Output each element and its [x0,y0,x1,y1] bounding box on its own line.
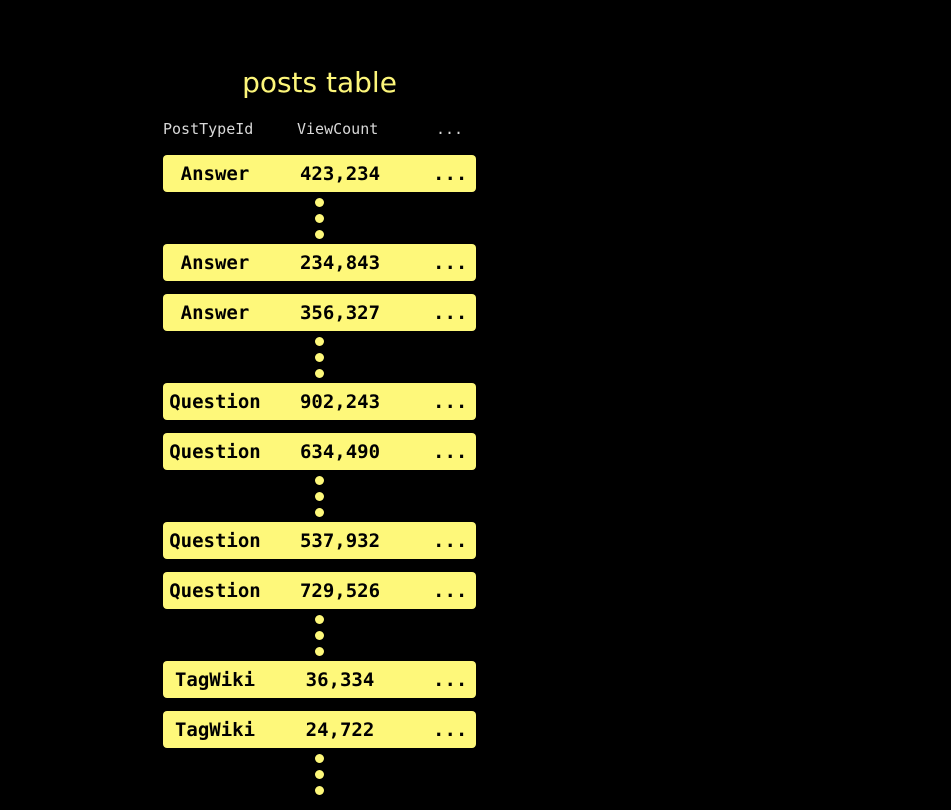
ellipsis-dot [315,369,324,378]
view-count-cell: 36,334 [305,669,375,691]
post-type-cell: Answer [180,302,250,324]
more-cell: ... [433,580,468,602]
table-row: Answer 356,327... [163,294,476,331]
more-cell: ... [433,441,468,463]
table-row: Question 729,526... [163,572,476,609]
table-row: Answer 423,234... [163,155,476,192]
table-row: Answer 234,843... [163,244,476,281]
more-cell: ... [433,530,468,552]
ellipsis-dot [315,198,324,207]
post-type-cell: TagWiki [174,719,256,741]
ellipsis-dot [315,214,324,223]
ellipsis-dot [315,492,324,501]
table-row: TagWiki 36,334... [163,661,476,698]
post-type-cell: Question [169,530,261,552]
more-cell: ... [433,391,468,413]
column-header-more: ... [436,120,464,138]
ellipsis-dot [315,353,324,362]
ellipsis-dot [315,476,324,485]
more-cell: ... [433,719,468,741]
post-type-cell: TagWiki [174,669,256,691]
diagram-title: posts table [242,66,397,99]
post-type-cell: Answer [180,163,250,185]
post-type-cell: Question [169,441,261,463]
ellipsis-dot [315,230,324,239]
ellipsis-dot [315,770,324,779]
more-cell: ... [433,163,468,185]
more-cell: ... [433,302,468,324]
ellipsis-dot [315,754,324,763]
ellipsis-dot [315,337,324,346]
ellipsis-dot [315,615,324,624]
ellipsis-dot [315,508,324,517]
more-cell: ... [433,252,468,274]
view-count-cell: 729,526 [299,580,381,602]
post-type-cell: Question [169,391,261,413]
post-type-cell: Question [169,580,261,602]
view-count-cell: 902,243 [299,391,381,413]
table-row: Question 902,243... [163,383,476,420]
table-row: TagWiki 24,722... [163,711,476,748]
view-count-cell: 234,843 [299,252,381,274]
view-count-cell: 356,327 [299,302,381,324]
view-count-cell: 537,932 [299,530,381,552]
table-row: Question 634,490... [163,433,476,470]
view-count-cell: 423,234 [299,163,381,185]
column-header-viewcount: ViewCount [297,120,379,138]
ellipsis-dot [315,631,324,640]
post-type-cell: Answer [180,252,250,274]
ellipsis-dot [315,786,324,795]
view-count-cell: 24,722 [305,719,375,741]
view-count-cell: 634,490 [299,441,381,463]
more-cell: ... [433,669,468,691]
ellipsis-dot [315,647,324,656]
table-row: Question 537,932... [163,522,476,559]
column-header-posttypeid: PostTypeId [163,120,254,138]
